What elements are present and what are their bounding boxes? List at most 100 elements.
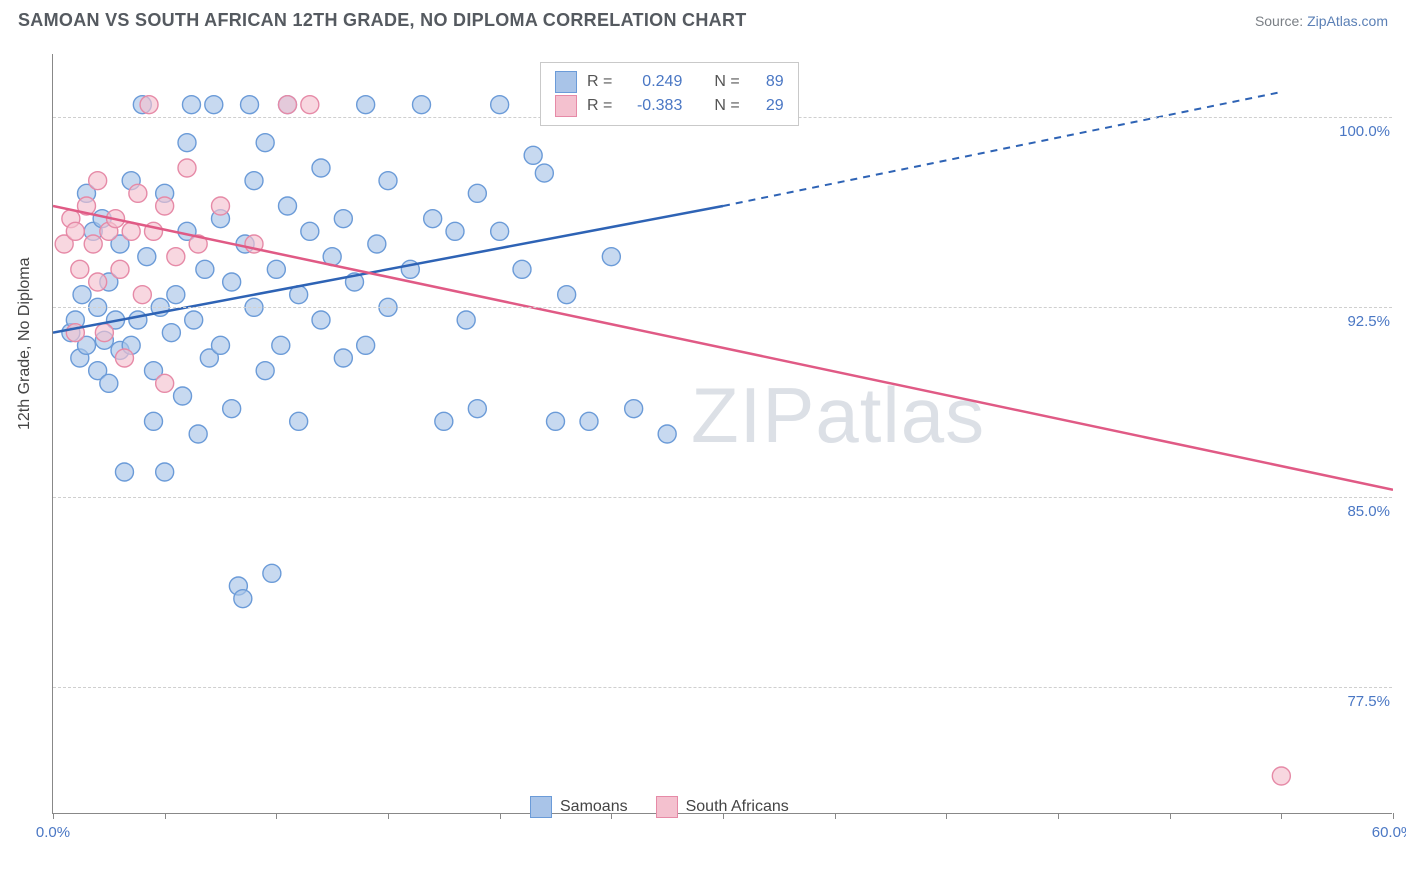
scatter-point — [189, 425, 207, 443]
scatter-point — [167, 248, 185, 266]
scatter-point — [301, 96, 319, 114]
scatter-point — [73, 286, 91, 304]
x-tick-label: 60.0% — [1372, 824, 1406, 841]
scatter-point — [212, 336, 230, 354]
scatter-point — [133, 286, 151, 304]
y-tick-label: 85.0% — [1343, 503, 1394, 520]
x-tick — [1281, 813, 1282, 819]
scatter-point — [368, 235, 386, 253]
gridline-h — [53, 497, 1392, 498]
scatter-point — [256, 134, 274, 152]
y-tick-label: 77.5% — [1343, 693, 1394, 710]
scatter-point — [357, 336, 375, 354]
scatter-point — [156, 197, 174, 215]
scatter-point — [129, 311, 147, 329]
scatter-point — [468, 400, 486, 418]
legend-swatch — [530, 796, 552, 818]
legend-swatch — [555, 71, 577, 93]
plot-area: ZIPatlas 77.5%85.0%92.5%100.0%0.0%60.0% — [52, 54, 1392, 814]
scatter-point — [468, 184, 486, 202]
legend-r-label: R = — [587, 97, 612, 115]
legend-stat-row: R = -0.383 N = 29 — [555, 95, 784, 117]
gridline-h — [53, 307, 1392, 308]
legend-stat-row: R = 0.249 N = 89 — [555, 71, 784, 93]
scatter-point — [223, 273, 241, 291]
scatter-point — [267, 260, 285, 278]
x-tick — [165, 813, 166, 819]
scatter-point — [89, 172, 107, 190]
scatter-point — [156, 374, 174, 392]
scatter-point — [413, 96, 431, 114]
chart-title: SAMOAN VS SOUTH AFRICAN 12TH GRADE, NO D… — [18, 10, 747, 31]
scatter-point — [558, 286, 576, 304]
scatter-point — [95, 324, 113, 342]
scatter-point — [290, 412, 308, 430]
legend-swatch — [656, 796, 678, 818]
scatter-point — [241, 96, 259, 114]
scatter-point — [279, 197, 297, 215]
scatter-point — [457, 311, 475, 329]
scatter-point — [625, 400, 643, 418]
scatter-point — [535, 164, 553, 182]
scatter-point — [212, 197, 230, 215]
legend-n-value: 89 — [750, 73, 784, 91]
x-tick — [53, 813, 54, 819]
scatter-point — [185, 311, 203, 329]
legend-n-label: N = — [714, 73, 739, 91]
trend-line-dashed — [723, 92, 1281, 206]
legend-series-label: South Africans — [686, 798, 789, 816]
scatter-point — [182, 96, 200, 114]
legend-series-item: Samoans — [530, 796, 628, 818]
scatter-point — [256, 362, 274, 380]
legend-r-value: 0.249 — [622, 73, 682, 91]
legend-r-value: -0.383 — [622, 97, 682, 115]
scatter-point — [491, 96, 509, 114]
scatter-point — [145, 412, 163, 430]
scatter-point — [66, 222, 84, 240]
scatter-point — [279, 96, 297, 114]
scatter-point — [301, 222, 319, 240]
series-legend: Samoans South Africans — [530, 796, 789, 818]
scatter-point — [1272, 767, 1290, 785]
chart-svg — [53, 54, 1393, 814]
scatter-point — [140, 96, 158, 114]
scatter-point — [167, 286, 185, 304]
x-tick — [500, 813, 501, 819]
scatter-point — [196, 260, 214, 278]
scatter-point — [446, 222, 464, 240]
scatter-point — [357, 96, 375, 114]
scatter-point — [524, 146, 542, 164]
legend-n-value: 29 — [750, 97, 784, 115]
x-tick — [1170, 813, 1171, 819]
correlation-legend: R = 0.249 N = 89 R = -0.383 N = 29 — [540, 62, 799, 126]
legend-series-item: South Africans — [656, 796, 789, 818]
x-tick — [1393, 813, 1394, 819]
scatter-point — [379, 172, 397, 190]
scatter-point — [263, 564, 281, 582]
source-prefix: Source: — [1255, 13, 1307, 29]
y-axis-label: 12th Grade, No Diploma — [16, 257, 34, 430]
scatter-point — [513, 260, 531, 278]
scatter-point — [312, 311, 330, 329]
x-tick — [276, 813, 277, 819]
chart-header: SAMOAN VS SOUTH AFRICAN 12TH GRADE, NO D… — [0, 0, 1406, 37]
legend-swatch — [555, 95, 577, 117]
legend-r-label: R = — [587, 73, 612, 91]
scatter-point — [424, 210, 442, 228]
scatter-point — [115, 463, 133, 481]
legend-n-label: N = — [714, 97, 739, 115]
trend-line-solid — [53, 206, 1393, 490]
scatter-point — [491, 222, 509, 240]
scatter-point — [162, 324, 180, 342]
scatter-point — [138, 248, 156, 266]
source-link[interactable]: ZipAtlas.com — [1307, 13, 1388, 29]
scatter-point — [312, 159, 330, 177]
x-tick — [835, 813, 836, 819]
x-tick — [388, 813, 389, 819]
source-attribution: Source: ZipAtlas.com — [1255, 13, 1388, 29]
scatter-point — [129, 184, 147, 202]
scatter-point — [205, 96, 223, 114]
scatter-point — [435, 412, 453, 430]
scatter-point — [223, 400, 241, 418]
scatter-point — [580, 412, 598, 430]
